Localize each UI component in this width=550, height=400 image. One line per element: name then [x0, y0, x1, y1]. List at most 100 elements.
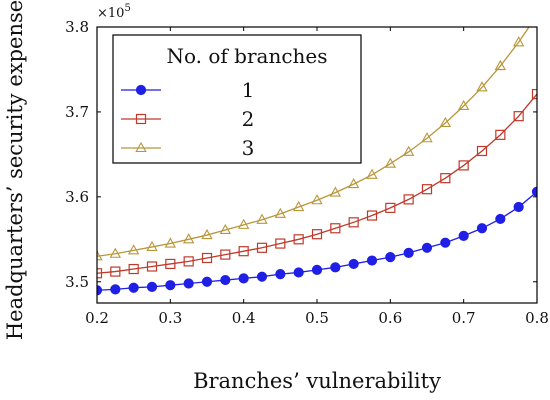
data-point: [292, 200, 305, 212]
plot-frame: [96, 26, 538, 304]
series-3: [97, 10, 542, 261]
data-point: [164, 237, 177, 248]
data-point: [457, 99, 470, 111]
y-tick-label: 3.7: [65, 103, 89, 121]
y-tick-label: 3.6: [65, 188, 89, 206]
data-point: [219, 223, 232, 235]
data-point: [330, 262, 341, 273]
x-tick-label: 0.8: [525, 309, 549, 327]
data-point: [110, 284, 121, 295]
data-point: [238, 273, 249, 284]
data-point: [348, 217, 359, 228]
data-point: [403, 194, 414, 205]
data-point: [532, 10, 542, 19]
legend-title: No. of branches: [166, 44, 327, 68]
data-point: [128, 263, 139, 275]
data-point: [256, 213, 268, 224]
data-point: [421, 132, 433, 143]
series-layer: [97, 10, 542, 296]
data-point: [110, 266, 121, 277]
data-point: [201, 276, 213, 287]
data-point: [220, 274, 231, 286]
data-point: [440, 173, 451, 184]
data-point: [402, 145, 415, 156]
y-tick-label: 3.5: [65, 273, 89, 291]
data-point: [476, 145, 488, 157]
data-point: [275, 238, 286, 249]
data-point: [127, 244, 140, 255]
x-tick-label: 0.2: [85, 309, 109, 327]
data-point: [238, 246, 249, 257]
data-point: [348, 258, 359, 270]
legend-box: [112, 34, 362, 164]
data-point: [293, 267, 304, 278]
data-point: [495, 213, 506, 225]
legend-entry-3: 3: [121, 136, 254, 160]
data-point: [311, 264, 323, 275]
data-point: [458, 230, 469, 242]
data-point: [531, 186, 537, 197]
x-tick-label: 0.5: [305, 309, 329, 327]
data-point: [183, 278, 194, 289]
legend-marker: [135, 113, 147, 125]
x-tick-label: 0.7: [452, 309, 476, 327]
series-line: [97, 191, 537, 291]
data-point: [256, 242, 268, 253]
data-point: [512, 36, 525, 47]
data-point: [347, 177, 360, 189]
data-point: [274, 207, 287, 218]
data-point: [97, 250, 103, 261]
series-1: [97, 186, 537, 296]
y-tick-label: 3.8: [65, 18, 89, 36]
data-point: [476, 223, 488, 234]
data-point: [439, 116, 452, 128]
series-line: [97, 93, 537, 274]
data-point: [329, 186, 342, 197]
y-axis-exponent-base: ×10: [97, 6, 124, 21]
legend-entry-1: 1: [121, 78, 254, 102]
y-axis-exponent: ×105: [97, 3, 131, 21]
data-point: [293, 234, 304, 245]
data-point: [476, 81, 488, 92]
data-point: [182, 233, 195, 244]
data-point: [165, 258, 176, 270]
y-axis-exponent-power: 5: [124, 3, 130, 14]
data-point: [513, 201, 524, 213]
y-axis-label: Headquarters’ security expense: [3, 0, 27, 340]
legend: No. of branches 1 2 3: [112, 34, 362, 164]
data-point: [97, 268, 103, 279]
data-point: [421, 184, 433, 195]
data-point: [109, 247, 122, 258]
data-point: [384, 157, 397, 168]
data-point: [201, 228, 213, 240]
legend-label: 1: [242, 78, 255, 102]
data-point: [146, 281, 158, 292]
legend-label: 3: [242, 136, 255, 160]
data-point: [201, 252, 213, 264]
legend-entries: 1 2 3: [121, 78, 254, 160]
data-point: [128, 282, 139, 293]
data-point: [146, 261, 158, 272]
data-point: [531, 88, 537, 100]
data-point: [165, 280, 176, 291]
data-point: [366, 255, 378, 266]
data-point: [385, 252, 396, 263]
data-point: [513, 111, 524, 122]
data-point: [220, 249, 231, 260]
data-point: [403, 247, 414, 258]
legend-marker: [135, 141, 147, 153]
data-point: [311, 229, 323, 240]
data-point: [237, 218, 250, 229]
data-point: [183, 256, 194, 267]
data-point: [385, 202, 396, 213]
data-point: [366, 210, 378, 221]
legend-entry-2: 2: [121, 107, 254, 131]
data-point: [366, 168, 378, 179]
data-point: [146, 240, 158, 252]
x-axis-label: Branches’ vulnerability: [193, 369, 441, 393]
data-point: [458, 160, 469, 171]
legend-marker: [135, 84, 147, 96]
data-point: [256, 271, 268, 282]
x-tick-label: 0.4: [232, 309, 256, 327]
